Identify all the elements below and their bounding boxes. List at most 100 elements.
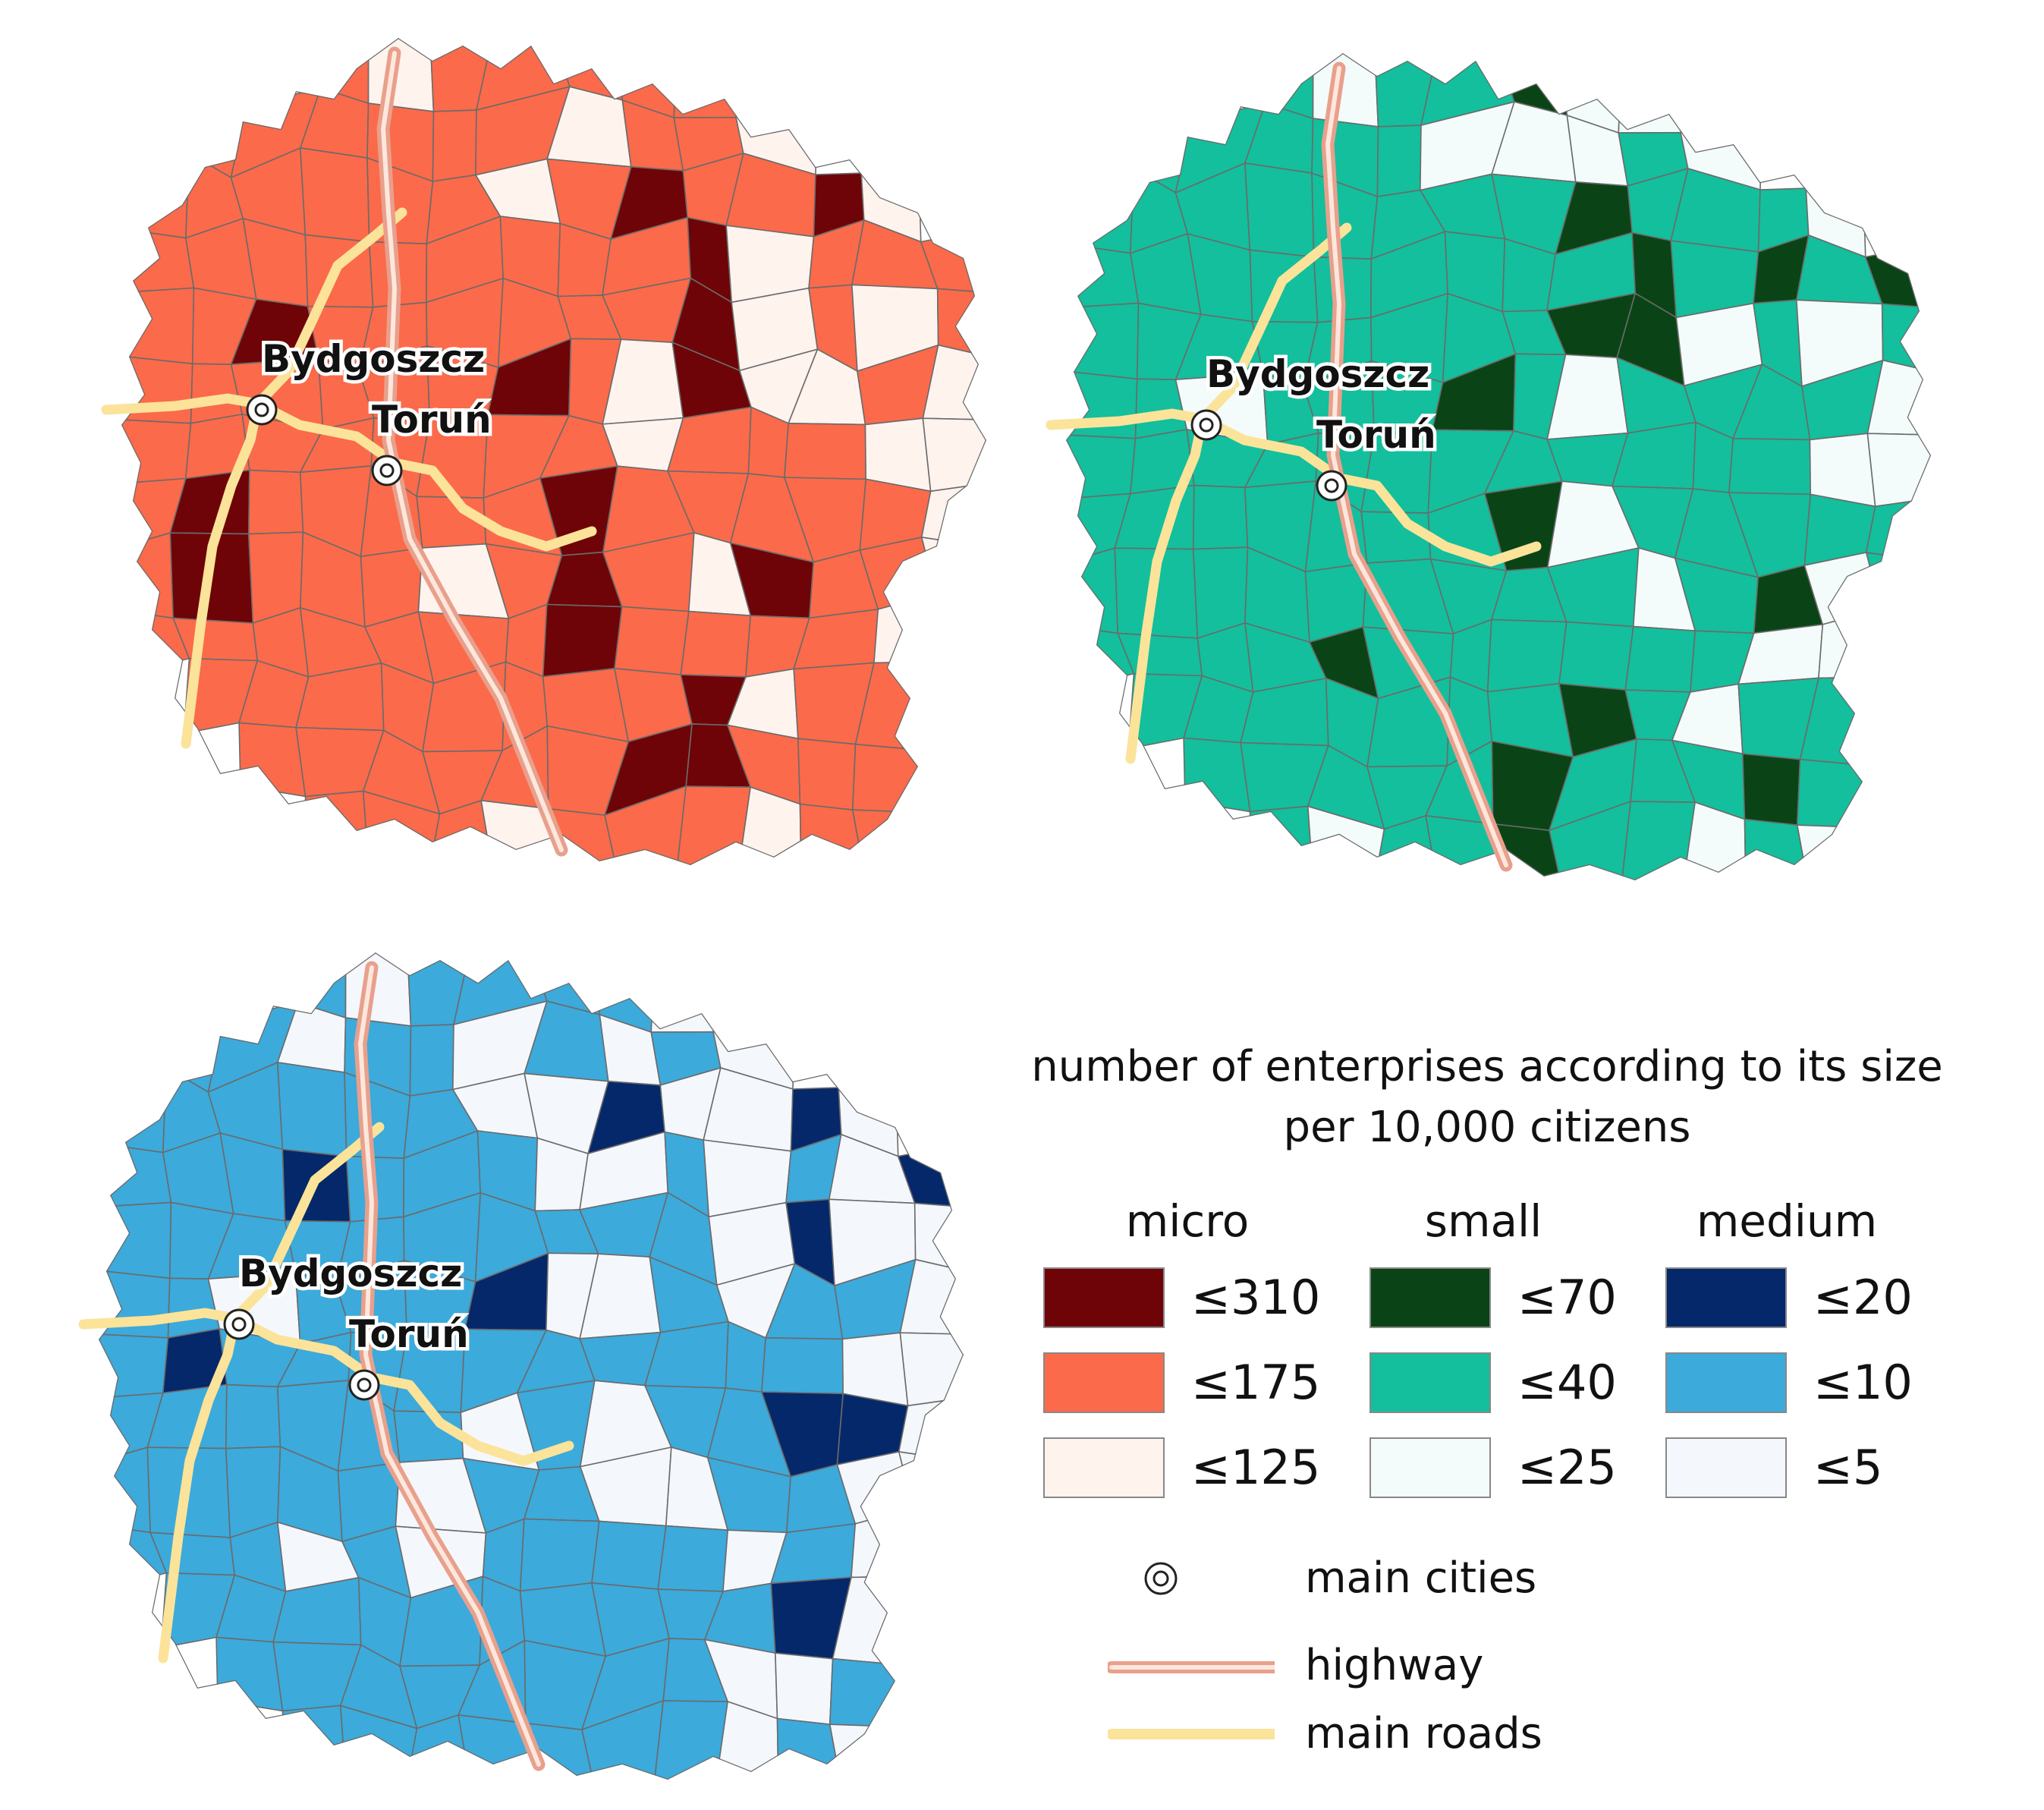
legend-label-small-high: ≤70: [1517, 1270, 1617, 1325]
main-road: [78, 1308, 574, 1466]
map-micro-canvas: Bydgoszcz Toruń: [101, 38, 986, 865]
map-regions: [121, 38, 986, 865]
map-medium-canvas: Bydgoszcz Toruń: [78, 952, 964, 1780]
municipality: [851, 809, 926, 865]
road-network: [101, 46, 597, 857]
municipality: [1360, 511, 1432, 564]
municipality: [829, 1657, 901, 1728]
legend-swatch-medium-high: [1665, 1267, 1787, 1328]
highway-core: [381, 51, 564, 852]
map-regions: [99, 952, 964, 1780]
map-small: Bydgoszcz Toruń: [1046, 30, 2037, 903]
municipality: [614, 606, 690, 675]
main-road: [181, 398, 263, 749]
legend-highway-label: highway: [1305, 1641, 1484, 1690]
city-label: Bydgoszcz: [1206, 352, 1429, 396]
legend-category-medium: medium: [1696, 1195, 1878, 1247]
municipality: [738, 786, 802, 865]
municipality: [300, 147, 370, 243]
municipality: [1796, 758, 1869, 829]
municipality: [922, 417, 986, 493]
municipality: [215, 1636, 284, 1712]
legend-swatch-micro-low: [1043, 1437, 1165, 1498]
city-label: Toruń: [349, 1312, 469, 1356]
legend-swatch-micro-high: [1043, 1267, 1165, 1328]
municipality: [784, 423, 867, 480]
city-marker: [1316, 470, 1347, 502]
municipality: [1376, 124, 1422, 197]
legend-category-small: small: [1424, 1195, 1542, 1247]
legend-swatch-medium-low: [1665, 1437, 1787, 1498]
legend-label-small-mid: ≤40: [1517, 1355, 1617, 1410]
municipality: [225, 1383, 281, 1450]
main-road: [1197, 222, 1352, 424]
legend-main-roads-label: main roads: [1305, 1709, 1542, 1758]
map-small-canvas: Bydgoszcz Toruń: [1046, 53, 1931, 880]
main-road: [253, 207, 407, 409]
municipality: [277, 1062, 347, 1157]
municipality: [1486, 619, 1568, 693]
city-marker: [223, 1308, 255, 1340]
legend-label-micro-low: ≤125: [1191, 1440, 1321, 1495]
legend-title-line2: per 10,000 citizens: [1283, 1103, 1691, 1152]
main-road: [101, 393, 597, 552]
city-markers: Bydgoszcz Toruń: [223, 1248, 472, 1401]
municipality: [604, 785, 687, 865]
municipality: [542, 603, 623, 678]
municipality: [715, 1701, 779, 1780]
municipality: [899, 1332, 964, 1407]
municipality: [416, 496, 487, 549]
municipality: [1624, 625, 1697, 693]
city-markers: Bydgoszcz Toruń: [246, 334, 495, 486]
main-road: [230, 1122, 385, 1324]
legend-label-medium-mid: ≤10: [1813, 1355, 1913, 1410]
municipality: [99, 1066, 168, 1154]
municipality: [829, 1723, 903, 1780]
municipality: [1066, 434, 1137, 499]
municipality: [283, 952, 347, 1018]
main-road: [158, 1313, 241, 1664]
municipality: [1066, 167, 1135, 254]
municipality: [851, 743, 924, 814]
municipality: [306, 38, 369, 104]
municipality: [247, 469, 304, 535]
city-label: Bydgoszcz: [262, 337, 485, 381]
legend-label-micro-high: ≤310: [1191, 1270, 1321, 1325]
municipality: [121, 152, 190, 239]
municipality: [920, 483, 986, 548]
municipality: [1549, 801, 1631, 880]
municipality: [581, 1700, 664, 1780]
legend-category-micro: micro: [1125, 1195, 1250, 1247]
municipality: [99, 1333, 169, 1399]
legend: number of enterprises according to its s…: [994, 1025, 2033, 1783]
legend-swatch-small-mid: [1369, 1352, 1491, 1413]
city-label: Toruń: [1316, 413, 1436, 457]
municipality: [591, 1520, 667, 1590]
municipality: [409, 1024, 454, 1097]
highway-core: [1325, 66, 1508, 867]
municipality: [393, 1410, 464, 1463]
municipality: [1728, 438, 1812, 496]
road-network: [1046, 61, 1542, 872]
municipality: [761, 1337, 844, 1395]
municipality: [344, 952, 412, 1027]
map-regions: [1066, 53, 1931, 880]
municipality: [1183, 737, 1251, 813]
city-marker: [246, 394, 278, 426]
municipality: [304, 790, 369, 865]
municipality: [1249, 805, 1314, 880]
city-markers: Bydgoszcz Toruń: [1190, 349, 1439, 502]
legend-main-cities-label: main cities: [1305, 1553, 1537, 1603]
legend-title-line1: number of enterprises according to its s…: [1031, 1042, 1943, 1091]
municipality: [1312, 53, 1379, 127]
legend-label-micro-mid: ≤175: [1191, 1355, 1321, 1410]
municipality: [775, 1652, 834, 1725]
legend-label-medium-high: ≤20: [1813, 1270, 1913, 1325]
municipality: [519, 1518, 600, 1592]
city-label: Toruń: [372, 398, 492, 442]
city-marker: [371, 455, 403, 486]
municipality: [238, 722, 307, 798]
map-medium: Bydgoszcz Toruń: [78, 930, 1070, 1802]
municipality: [1558, 621, 1634, 691]
legend-swatch-micro-mid: [1043, 1352, 1165, 1413]
